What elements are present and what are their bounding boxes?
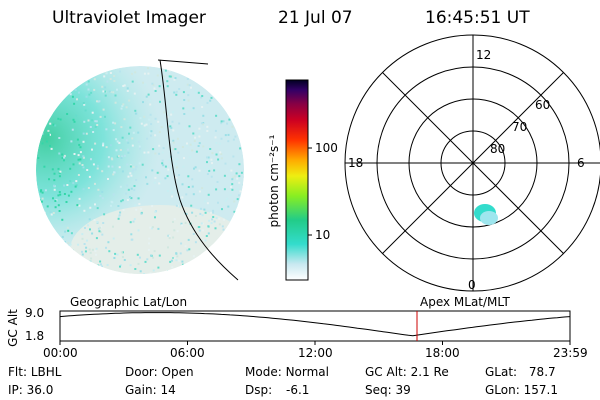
- mlt-label-12: 12: [476, 48, 491, 62]
- door-value: Open: [162, 365, 194, 379]
- colorbar-tick-10: 10: [315, 228, 330, 242]
- polar-aurora-blob: [474, 204, 498, 225]
- gcalt-label: GC Alt:: [365, 365, 407, 379]
- gain-label: Gain:: [125, 383, 157, 397]
- timeline-xtick-1800: 18:00: [425, 346, 460, 360]
- filter-value: LBHL: [31, 365, 62, 379]
- glon-value: 157.1: [524, 383, 558, 397]
- dsp-info: Dsp: -6.1: [245, 383, 309, 397]
- timeline-left-label: Geographic Lat/Lon: [70, 295, 187, 309]
- filter-label: Flt:: [8, 365, 27, 379]
- mode-info: Mode: Normal: [245, 365, 329, 379]
- seq-value: 39: [396, 383, 411, 397]
- timeline-right-label: Apex MLat/MLT: [420, 295, 510, 309]
- timeline-xtick-2359: 23:59: [553, 346, 588, 360]
- ip-value: 36.0: [27, 383, 54, 397]
- seq-info: Seq: 39: [365, 383, 411, 397]
- timeline-xtick-0600: 06:00: [170, 346, 205, 360]
- timeline-ytick-bottom: 1.8: [25, 329, 44, 343]
- lat-label-70: 70: [512, 120, 527, 134]
- seq-label: Seq:: [365, 383, 392, 397]
- timeline-ytick-top: 9.0: [25, 306, 44, 320]
- timeline-xtick-0000: 00:00: [43, 346, 78, 360]
- timeline-axis-label: GC Alt: [6, 306, 20, 350]
- altitude-timeline: [60, 311, 570, 345]
- mlt-label-0: 0: [468, 278, 476, 292]
- gain-info: Gain: 14: [125, 383, 176, 397]
- gcalt-info: GC Alt: 2.1 Re: [365, 365, 449, 379]
- gain-value: 14: [160, 383, 175, 397]
- lat-label-60: 60: [535, 98, 550, 112]
- terminator-line-top: [158, 60, 208, 64]
- mlt-label-6: 6: [577, 156, 585, 170]
- ip-label: IP:: [8, 383, 23, 397]
- glat-label: GLat:: [485, 365, 517, 379]
- glon-label: GLon:: [485, 383, 520, 397]
- colorbar-unit-label: photon cm⁻²s⁻¹: [267, 106, 281, 256]
- mode-label: Mode:: [245, 365, 282, 379]
- colorbar: [286, 80, 308, 280]
- dsp-value: -6.1: [286, 383, 309, 397]
- mlt-label-18: 18: [348, 156, 363, 170]
- dsp-label: Dsp:: [245, 383, 272, 397]
- gcalt-value: 2.1 Re: [411, 365, 449, 379]
- door-info: Door: Open: [125, 365, 194, 379]
- glon-info: GLon: 157.1: [485, 383, 558, 397]
- polar-plot: [345, 35, 600, 291]
- glat-value: 78.7: [529, 365, 556, 379]
- timeline-xtick-1200: 12:00: [298, 346, 333, 360]
- filter-info: Flt: LBHL: [8, 365, 61, 379]
- ip-info: IP: 36.0: [8, 383, 53, 397]
- glat-info: GLat: 78.7: [485, 365, 556, 379]
- door-label: Door:: [125, 365, 158, 379]
- mode-value: Normal: [286, 365, 329, 379]
- lat-label-80: 80: [490, 142, 505, 156]
- colorbar-tick-100: 100: [315, 141, 338, 155]
